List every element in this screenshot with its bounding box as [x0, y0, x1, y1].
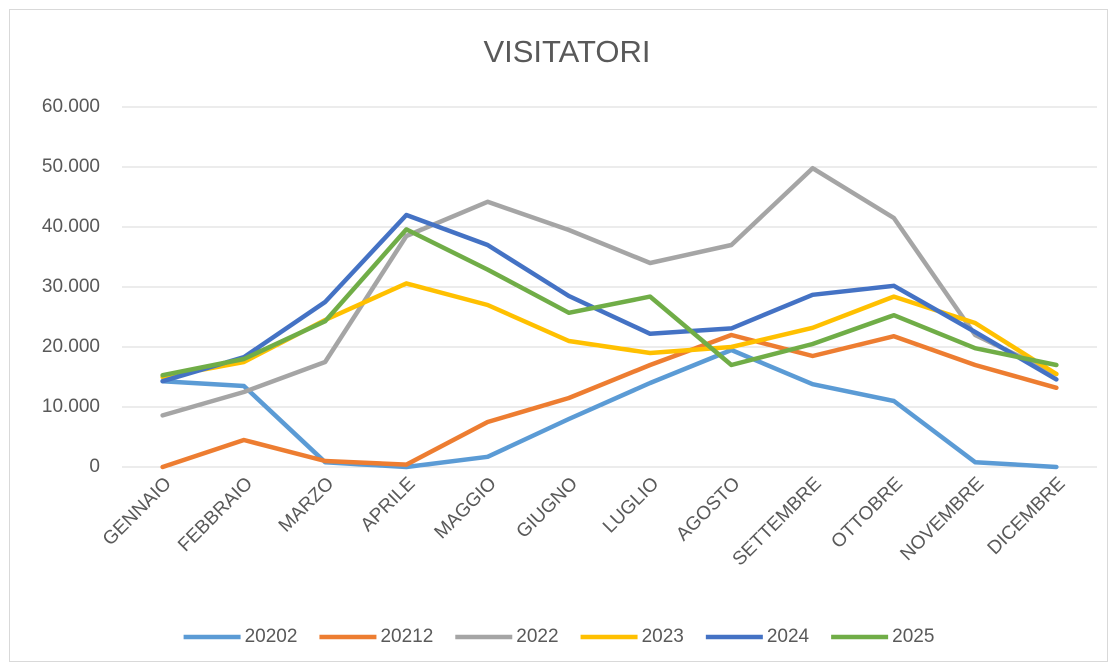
series-line	[160, 212, 1059, 384]
legend-label: 2024	[767, 626, 810, 647]
legend-label: 20212	[380, 626, 433, 647]
legend-label: 2023	[642, 626, 684, 647]
series-line	[160, 332, 1059, 470]
y-tick-label: 30.000	[42, 276, 100, 297]
legend-label: 2025	[892, 626, 934, 647]
legend-label: 20202	[245, 626, 298, 647]
series-line	[160, 227, 1059, 378]
series-line	[160, 347, 1059, 470]
y-tick-label: 50.000	[42, 156, 100, 177]
legend-label: 2022	[516, 626, 558, 647]
chart-title: VISITATORI	[483, 34, 650, 69]
y-tick-label: 10.000	[42, 396, 100, 417]
y-tick-label: 20.000	[42, 336, 100, 357]
series-line	[160, 165, 1059, 418]
y-tick-label: 40.000	[42, 216, 100, 237]
y-tick-label: 60.000	[42, 96, 100, 117]
y-tick-label: 0	[89, 456, 100, 477]
